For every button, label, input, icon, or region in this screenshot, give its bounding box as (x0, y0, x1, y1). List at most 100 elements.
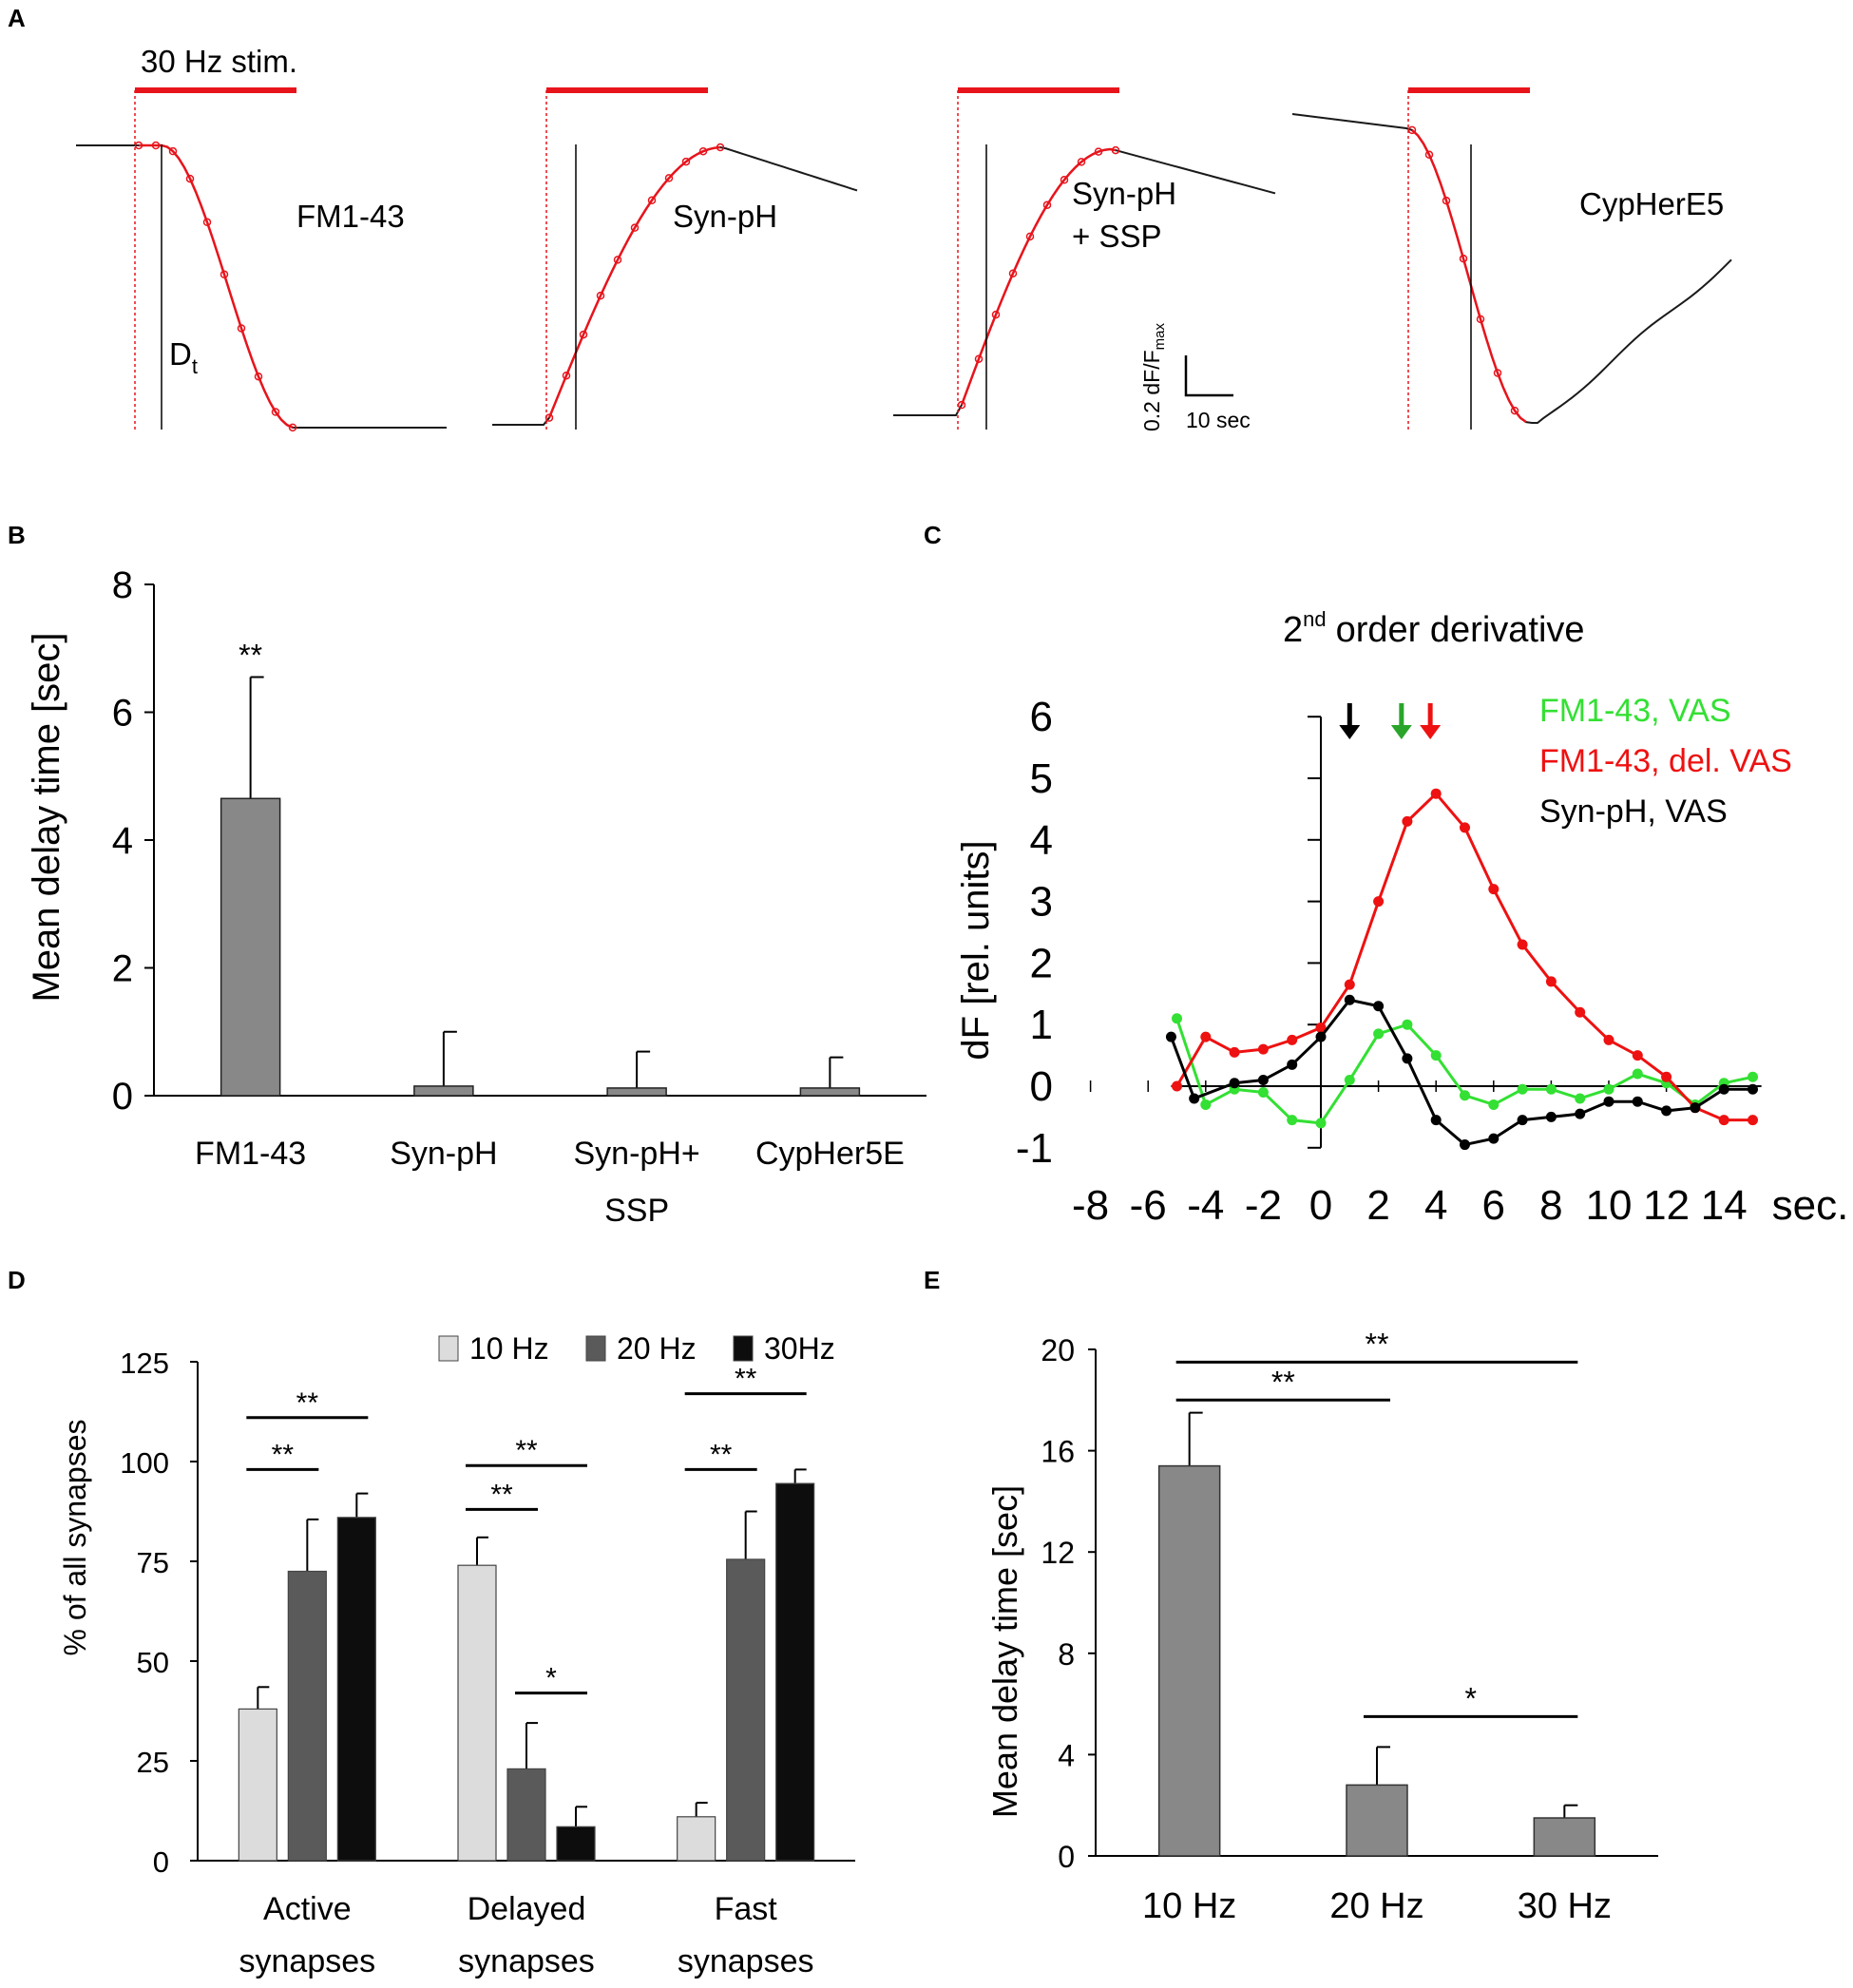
c-legend-entry: Syn-pH, VAS (1539, 793, 1728, 830)
dt-label: Dt (169, 336, 198, 378)
e-category-label: 10 Hz (1142, 1886, 1236, 1926)
trace-point (596, 291, 605, 300)
c-point (1575, 1006, 1586, 1018)
c-point (1402, 815, 1413, 827)
e-significance-label: ** (1366, 1327, 1389, 1361)
c-point (1517, 1083, 1528, 1095)
d-group-label-1: Delayed (468, 1891, 586, 1927)
d-legend-swatch (585, 1335, 606, 1362)
c-legend-entry: FM1-43, VAS (1539, 693, 1731, 729)
c-point (1545, 1111, 1557, 1122)
e-y-tick-label: 20 (1041, 1333, 1075, 1367)
d-y-tick-label: 50 (137, 1646, 169, 1679)
c-point (1603, 1096, 1614, 1107)
d-group-label-2: synapses (458, 1943, 595, 1979)
panel-a-traces (76, 87, 1732, 432)
d-bar (457, 1564, 497, 1862)
c-title: 2nd order derivative (1283, 607, 1585, 650)
c-point (1488, 884, 1500, 895)
d-chart: 0 25 50 75 100 125 Active synapses Delayed synaps… (120, 1331, 855, 1979)
d-group-label-1: Active (263, 1891, 352, 1927)
d-y-tick-label: 25 (137, 1746, 169, 1779)
c-point (1172, 1013, 1182, 1024)
trace-point (664, 174, 674, 182)
trace-label-cypher: CypHerE5 (1579, 186, 1724, 221)
trace-point (716, 143, 725, 152)
d-bar (677, 1816, 716, 1862)
trace-point (1459, 254, 1468, 263)
c-x-tick-label: -2 (1245, 1182, 1282, 1229)
c-point (1165, 1031, 1176, 1042)
c-point (1287, 1034, 1298, 1045)
c-point (1575, 1108, 1586, 1119)
panel-d: D % of all synapses 0 25 50 75 100 125 Active s… (8, 1266, 855, 1979)
c-point (1575, 1093, 1586, 1104)
c-point (1545, 976, 1557, 987)
c-point (1690, 1102, 1701, 1114)
trace-point (1094, 147, 1103, 156)
trace-point (1042, 201, 1052, 209)
trace-point (698, 146, 708, 156)
c-point (1172, 1080, 1182, 1092)
e-significance-label: * (1464, 1681, 1476, 1715)
d-ylabel: % of all synapses (58, 1419, 92, 1655)
d-significance-label: ** (272, 1439, 295, 1470)
b-bar (799, 1087, 861, 1097)
trace-point (1493, 369, 1502, 377)
c-point (1661, 1071, 1672, 1082)
c-point (1229, 1046, 1240, 1058)
trace-point (974, 354, 984, 363)
c-point (1373, 1028, 1385, 1040)
b-y-tick-label: 8 (112, 564, 133, 606)
c-point (1287, 1115, 1298, 1126)
d-significance-label: ** (490, 1479, 513, 1510)
scale-bar (1184, 355, 1233, 397)
c-ylabel: dF [rel. units] (955, 840, 997, 1060)
c-y-tick-label: 1 (1030, 1002, 1053, 1048)
panel-label-a: A (8, 4, 26, 32)
c-legend-entry: FM1-43, del. VAS (1539, 743, 1792, 779)
panel-e: E Mean delay time [sec] 0 4 8 12 16 20 10 Hz 20… (924, 1266, 1658, 1926)
c-point (1545, 1083, 1557, 1095)
c-point (1488, 1099, 1500, 1110)
c-point (1344, 1075, 1355, 1086)
d-y-tick-label: 0 (153, 1845, 169, 1879)
b-ylabel: Mean delay time [sec] (26, 632, 67, 1002)
c-point (1488, 1133, 1500, 1144)
c-arrow-head (1420, 725, 1442, 739)
e-bar (1346, 1784, 1408, 1857)
c-point (1632, 1068, 1643, 1080)
e-y-tick-label: 16 (1041, 1435, 1075, 1469)
c-point (1517, 1115, 1528, 1126)
c-point (1430, 1115, 1442, 1126)
trace-label-synph: Syn-pH (673, 199, 777, 234)
c-y-tick-label: 6 (1030, 694, 1053, 740)
b-significance: ** (239, 639, 262, 673)
c-point (1344, 994, 1355, 1005)
trace-point (630, 223, 640, 232)
panel-label-b: B (8, 521, 26, 549)
trace-stim-segment-1 (139, 143, 294, 429)
trace-point (202, 218, 212, 227)
trace-point (1510, 406, 1519, 415)
d-bar (556, 1826, 596, 1862)
d-significance-label: ** (710, 1439, 733, 1470)
c-point (1189, 1093, 1200, 1104)
d-y-tick-label: 125 (120, 1347, 169, 1380)
c-point (1748, 1115, 1758, 1126)
scale-x-label: 10 sec (1186, 408, 1251, 432)
d-legend-label: 30Hz (764, 1331, 835, 1366)
e-y-tick-label: 4 (1058, 1738, 1075, 1772)
b-category-label: Syn-pH+ (574, 1136, 700, 1172)
e-y-tick-label: 8 (1058, 1637, 1075, 1672)
e-ylabel: Mean delay time [sec] (985, 1485, 1024, 1818)
c-x-tick-label: -6 (1130, 1182, 1167, 1229)
trace-point (1442, 196, 1451, 205)
c-y-tick-label: -1 (1016, 1125, 1053, 1172)
b-y-tick-label: 2 (112, 948, 133, 990)
trace-stim-segment-3 (960, 147, 1117, 406)
c-point (1632, 1096, 1643, 1107)
d-bar (336, 1517, 376, 1862)
